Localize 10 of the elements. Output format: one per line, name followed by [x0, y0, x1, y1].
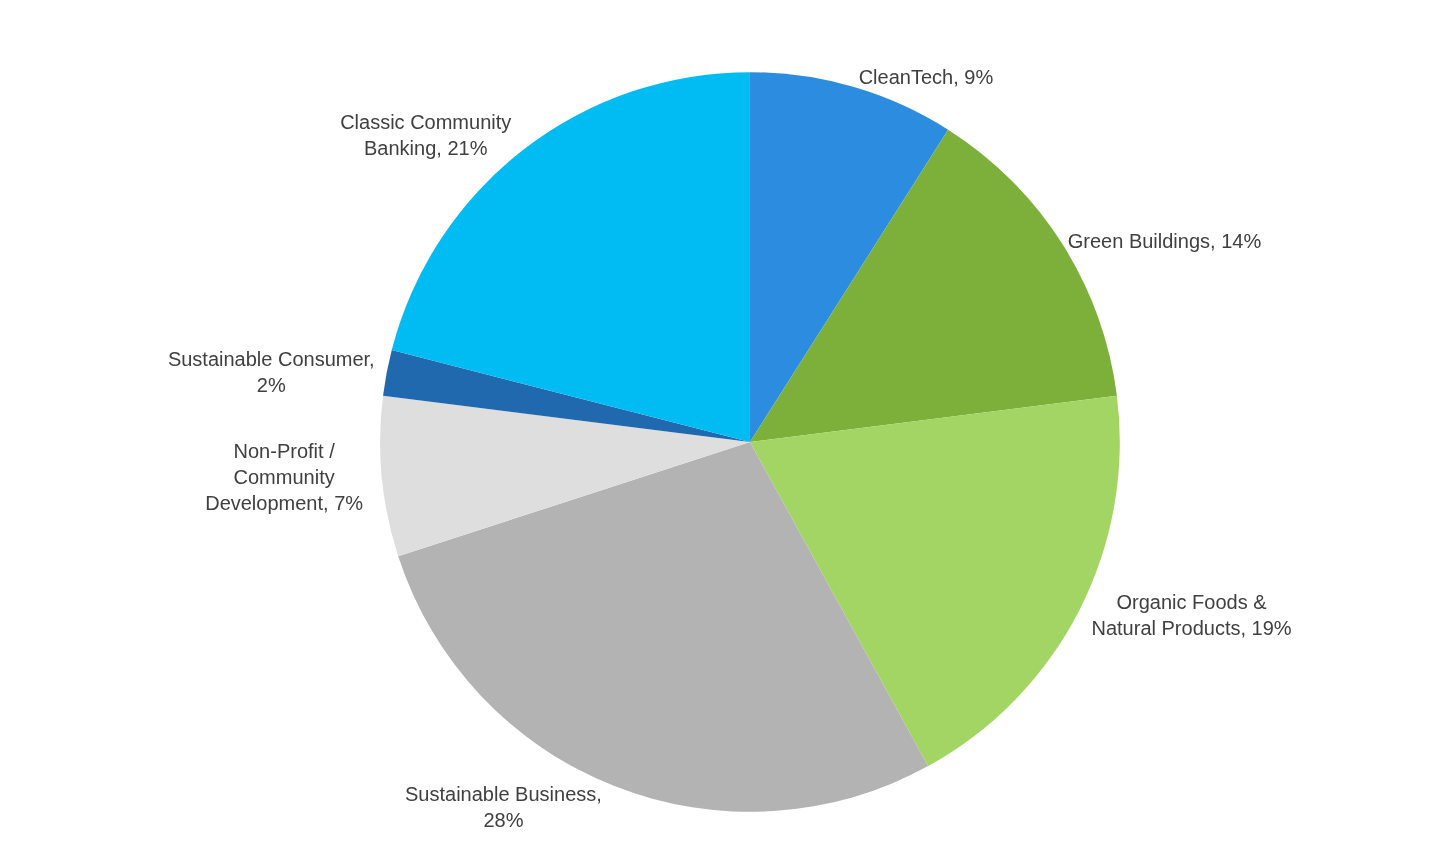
slice-label: CleanTech, 9% — [858, 65, 994, 88]
slice-label: Sustainable Business, 28% — [405, 782, 602, 831]
slice-label: Non-Profit / Community Development, 7% — [205, 440, 364, 515]
pie-slice — [383, 350, 750, 442]
slice-label: Organic Foods & Natural Products, 19% — [1091, 590, 1292, 639]
slice-label: Sustainable Consumer, 2% — [167, 347, 375, 396]
slice-label: Green Buildings, 14% — [1067, 229, 1262, 252]
slice-label: Classic Community Banking, 21% — [340, 110, 512, 159]
pie-slice — [398, 442, 929, 812]
pie-slice — [380, 395, 750, 557]
